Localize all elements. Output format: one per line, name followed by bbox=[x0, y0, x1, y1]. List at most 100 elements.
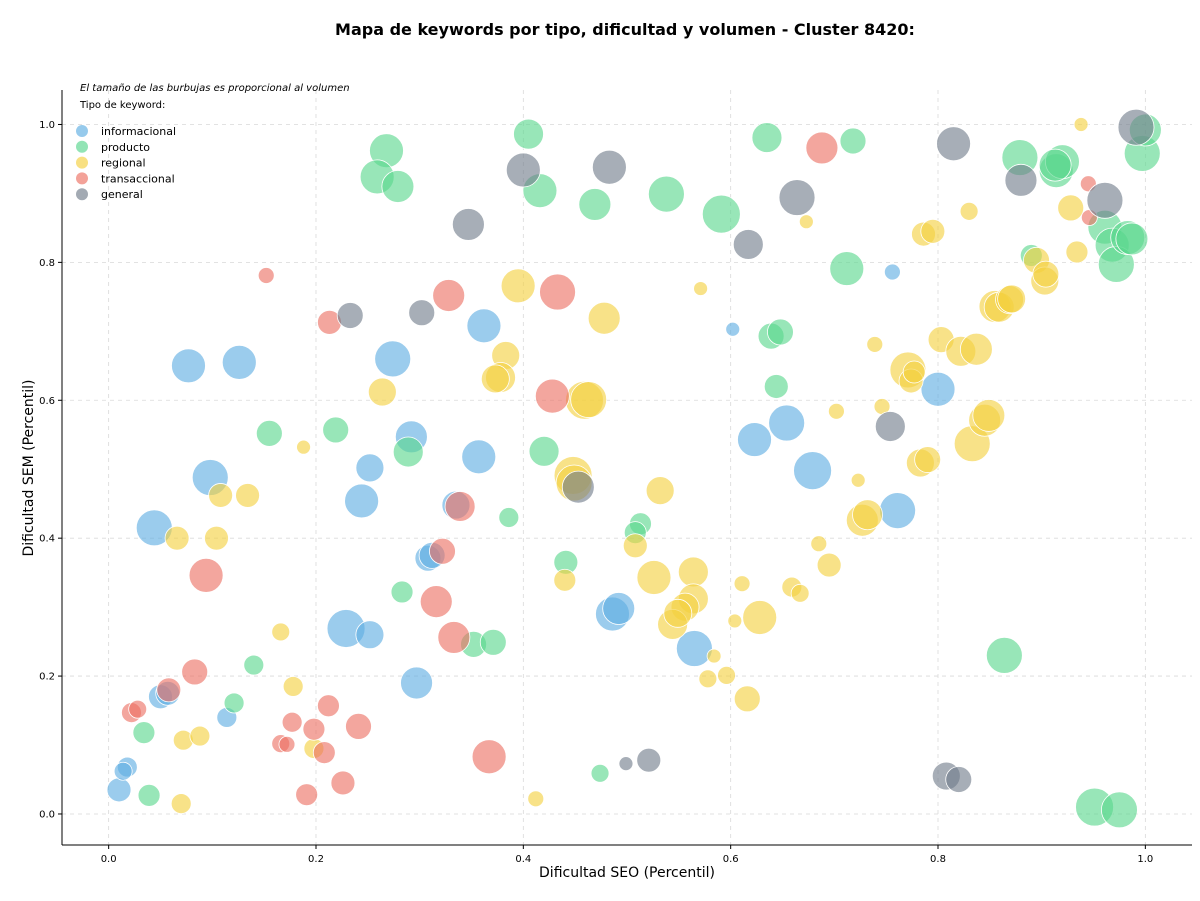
regional-point bbox=[296, 439, 311, 455]
x-tick-label: 0.2 bbox=[308, 854, 324, 865]
regional-point bbox=[1065, 240, 1089, 264]
x-tick-label: 0.8 bbox=[930, 854, 946, 865]
grid-layer bbox=[62, 90, 1192, 845]
regional-point bbox=[570, 381, 608, 418]
informacional-point bbox=[793, 451, 832, 491]
producto-point bbox=[839, 127, 867, 155]
regional-point bbox=[810, 535, 828, 553]
general-point bbox=[505, 152, 541, 188]
legend-label-regional: regional bbox=[101, 157, 146, 170]
regional-point bbox=[1032, 260, 1060, 288]
informacional-point bbox=[113, 761, 133, 781]
regional-point bbox=[282, 676, 304, 697]
regional-point bbox=[959, 201, 979, 221]
regional-point bbox=[1073, 117, 1089, 132]
legend-title: Tipo de keyword: bbox=[79, 100, 165, 111]
producto-point bbox=[390, 580, 414, 604]
y-tick-label: 0.2 bbox=[39, 672, 55, 683]
legend-label-general: general bbox=[101, 188, 143, 201]
producto-point bbox=[381, 170, 415, 203]
regional-point bbox=[914, 446, 942, 473]
regional-point bbox=[733, 575, 751, 593]
producto-point bbox=[1115, 222, 1149, 256]
producto-point bbox=[479, 628, 507, 656]
general-point bbox=[618, 756, 634, 772]
legend-label-producto: producto bbox=[101, 141, 150, 154]
transaccional-point bbox=[278, 735, 296, 753]
transaccional-point bbox=[437, 621, 471, 654]
regional-point bbox=[852, 499, 883, 531]
regional-point bbox=[698, 669, 718, 689]
regional-point bbox=[189, 725, 211, 747]
transaccional-point bbox=[257, 267, 275, 284]
transaccional-point bbox=[419, 585, 453, 619]
legend-marker-informacional bbox=[76, 125, 88, 137]
y-axis-label: Dificultad SEM (Percentil) bbox=[21, 380, 37, 557]
transaccional-point bbox=[444, 491, 476, 522]
transaccional-point bbox=[281, 711, 303, 733]
producto-point bbox=[322, 416, 350, 444]
informacional-point bbox=[883, 263, 901, 281]
regional-point bbox=[717, 665, 736, 685]
producto-point bbox=[513, 118, 544, 150]
regional-point bbox=[208, 483, 234, 508]
transaccional-point bbox=[432, 279, 466, 312]
regional-point bbox=[645, 476, 675, 505]
regional-point bbox=[997, 284, 1027, 314]
informacional-point bbox=[221, 344, 257, 380]
transaccional-point bbox=[539, 273, 576, 311]
informacional-point bbox=[879, 492, 916, 529]
regional-point bbox=[902, 360, 926, 384]
x-tick-label: 0.0 bbox=[101, 854, 117, 865]
producto-point bbox=[498, 507, 520, 528]
producto-point bbox=[578, 188, 612, 221]
general-point bbox=[732, 229, 764, 260]
transaccional-point bbox=[471, 739, 507, 775]
general-point bbox=[1117, 108, 1155, 146]
informacional-point bbox=[768, 404, 806, 442]
general-point bbox=[1086, 181, 1124, 219]
informacional-point bbox=[171, 348, 206, 384]
transaccional-point bbox=[429, 537, 456, 565]
legend-marker-transaccional bbox=[76, 172, 88, 185]
producto-point bbox=[132, 721, 156, 745]
producto-point bbox=[528, 435, 560, 467]
informacional-point bbox=[355, 620, 385, 650]
regional-point bbox=[271, 622, 291, 642]
general-point bbox=[591, 149, 627, 185]
regional-point bbox=[553, 568, 577, 592]
producto-point bbox=[392, 436, 424, 468]
y-tick-label: 0.0 bbox=[39, 809, 55, 820]
regional-point bbox=[790, 583, 810, 603]
transaccional-point bbox=[128, 699, 148, 719]
regional-point bbox=[480, 364, 510, 394]
regional-point bbox=[706, 648, 722, 664]
transaccional-point bbox=[534, 378, 570, 414]
producto-point bbox=[590, 763, 610, 783]
producto-point bbox=[751, 122, 783, 153]
regional-point bbox=[959, 332, 993, 366]
regional-point bbox=[733, 685, 761, 713]
general-point bbox=[408, 299, 436, 327]
general-point bbox=[336, 302, 364, 329]
regional-point bbox=[367, 377, 397, 407]
regional-point bbox=[677, 556, 709, 588]
transaccional-point bbox=[188, 558, 224, 593]
transaccional-point bbox=[312, 741, 336, 765]
regional-point bbox=[170, 793, 192, 815]
y-tick-label: 1.0 bbox=[39, 120, 55, 131]
producto-point bbox=[985, 636, 1023, 674]
y-tick-label: 0.4 bbox=[39, 534, 55, 545]
regional-point bbox=[972, 399, 1006, 432]
producto-point bbox=[137, 783, 161, 807]
producto-point bbox=[829, 251, 865, 286]
transaccional-point bbox=[302, 717, 326, 741]
producto-point bbox=[223, 692, 245, 714]
informacional-point bbox=[106, 777, 132, 803]
regional-point bbox=[587, 301, 621, 335]
regional-point bbox=[527, 790, 545, 808]
transaccional-point bbox=[805, 131, 839, 165]
transaccional-point bbox=[295, 783, 319, 807]
producto-point bbox=[763, 374, 789, 399]
